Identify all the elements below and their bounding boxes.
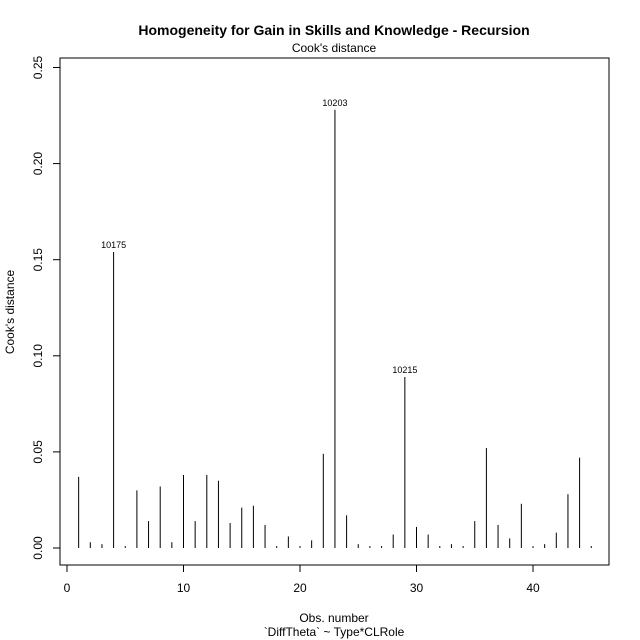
x-axis-label: Obs. number: [299, 611, 368, 625]
chart-subtitle: Cook's distance: [292, 41, 377, 55]
point-label-10215: 10215: [392, 365, 417, 375]
y-tick-label: 0.20: [31, 152, 45, 176]
x-tick-label: 10: [177, 581, 191, 595]
y-axis-label: Cook's distance: [3, 270, 17, 355]
point-label-10175: 10175: [101, 240, 126, 250]
point-label-10203: 10203: [322, 98, 347, 108]
y-tick-label: 0.05: [31, 440, 45, 464]
x-tick-label: 30: [410, 581, 424, 595]
y-tick-label: 0.10: [31, 344, 45, 368]
x-tick-label: 40: [526, 581, 540, 595]
y-tick-label: 0.15: [31, 248, 45, 272]
x-tick-label: 0: [64, 581, 71, 595]
x-tick-label: 20: [293, 581, 307, 595]
x-axis-formula: `DiffTheta` ~ Type*CLRole: [264, 625, 405, 639]
point-labels-group: 10175 10203 10215: [101, 98, 417, 375]
y-tick-label: 0.00: [31, 536, 45, 560]
bars-group: [78, 109, 592, 548]
y-tick-label: 0.25: [31, 55, 45, 79]
x-axis: 0 10 20 30 40: [64, 564, 540, 595]
chart-title: Homogeneity for Gain in Skills and Knowl…: [138, 22, 529, 38]
y-axis: 0.00 0.05 0.10 0.15 0.20 0.25: [31, 55, 61, 560]
